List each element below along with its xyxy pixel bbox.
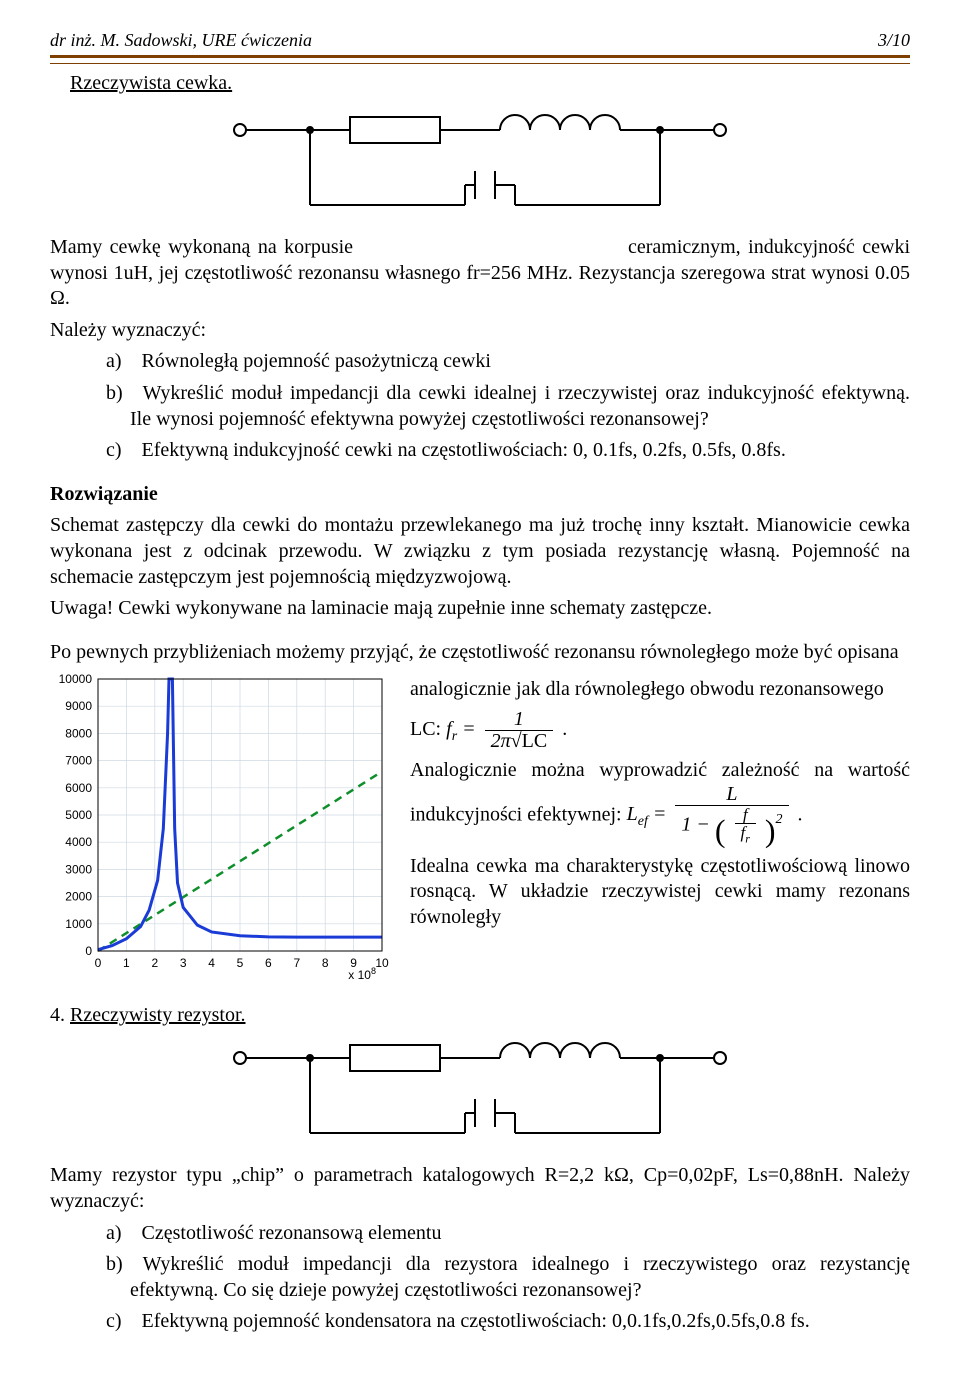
svg-text:4: 4 bbox=[208, 956, 215, 970]
svg-text:10: 10 bbox=[375, 956, 389, 970]
after-text-analog: analogicznie jak dla równoległego obwodu… bbox=[410, 677, 910, 703]
after-text-ideal: Idealna cewka ma charakterystykę częstot… bbox=[410, 854, 910, 931]
list-item-c: c) Efektywną indukcyjność cewki na częst… bbox=[130, 438, 910, 464]
svg-text:5: 5 bbox=[237, 956, 244, 970]
solution-warning: Uwaga! Cewki wykonywane na laminacie maj… bbox=[50, 596, 910, 622]
solution-body: Schemat zastępczy dla cewki do montażu p… bbox=[50, 513, 910, 590]
header-right: 3/10 bbox=[878, 30, 910, 51]
list-item-b: b) Wykreślić moduł impedancji dla cewki … bbox=[130, 381, 910, 432]
paragraph-need: Należy wyznaczyć: bbox=[50, 318, 910, 344]
svg-text:6: 6 bbox=[265, 956, 272, 970]
section4-item-a: a) Częstotliwość rezonansową elementu bbox=[130, 1221, 910, 1247]
svg-text:8000: 8000 bbox=[65, 727, 92, 741]
section-title-1: Rzeczywista cewka. bbox=[70, 72, 910, 95]
section-title-4: 4. Rzeczywisty rezystor. bbox=[50, 1004, 910, 1027]
svg-text:5000: 5000 bbox=[65, 808, 92, 822]
section4-item-c: c) Efektywną pojemność kondensatora na c… bbox=[130, 1309, 910, 1335]
svg-text:8: 8 bbox=[322, 956, 329, 970]
svg-text:0: 0 bbox=[85, 944, 92, 958]
svg-text:7: 7 bbox=[293, 956, 300, 970]
paragraph-intro: Mamy cewkę wykonaną na korpusie ceramicz… bbox=[50, 235, 910, 312]
circuit-diagram-2 bbox=[50, 1033, 910, 1153]
svg-text:x 108: x 108 bbox=[348, 966, 376, 981]
header-left: dr inż. M. Sadowski, URE ćwiczenia bbox=[50, 30, 312, 51]
solution-title: Rozwiązanie bbox=[50, 482, 910, 508]
svg-text:1000: 1000 bbox=[65, 917, 92, 931]
svg-text:10000: 10000 bbox=[59, 672, 93, 686]
after-text-lead: Po pewnych przybliżeniach możemy przyjąć… bbox=[50, 640, 910, 666]
impedance-chart: 0100020003000400050006000700080009000100… bbox=[50, 671, 390, 986]
section4-item-b: b) Wykreślić moduł impedancji dla rezyst… bbox=[130, 1252, 910, 1303]
header-rule bbox=[50, 55, 910, 64]
svg-text:3000: 3000 bbox=[65, 863, 92, 877]
svg-text:1: 1 bbox=[123, 956, 130, 970]
svg-text:3: 3 bbox=[180, 956, 187, 970]
after-text-lef: Analogicznie można wyprowadzić zależność… bbox=[410, 758, 910, 848]
svg-text:4000: 4000 bbox=[65, 836, 92, 850]
list-item-a: a) Równoległą pojemność pasożytniczą cew… bbox=[130, 349, 910, 375]
section4-intro: Mamy rezystor typu „chip” o parametrach … bbox=[50, 1163, 910, 1214]
circuit-diagram-1 bbox=[50, 105, 910, 225]
svg-text:6000: 6000 bbox=[65, 781, 92, 795]
svg-text:7000: 7000 bbox=[65, 754, 92, 768]
svg-text:9000: 9000 bbox=[65, 700, 92, 714]
svg-text:2: 2 bbox=[151, 956, 158, 970]
svg-text:0: 0 bbox=[95, 956, 102, 970]
svg-text:2000: 2000 bbox=[65, 890, 92, 904]
formula-fr: LC: fr = 1 2π√LC . bbox=[410, 709, 910, 752]
